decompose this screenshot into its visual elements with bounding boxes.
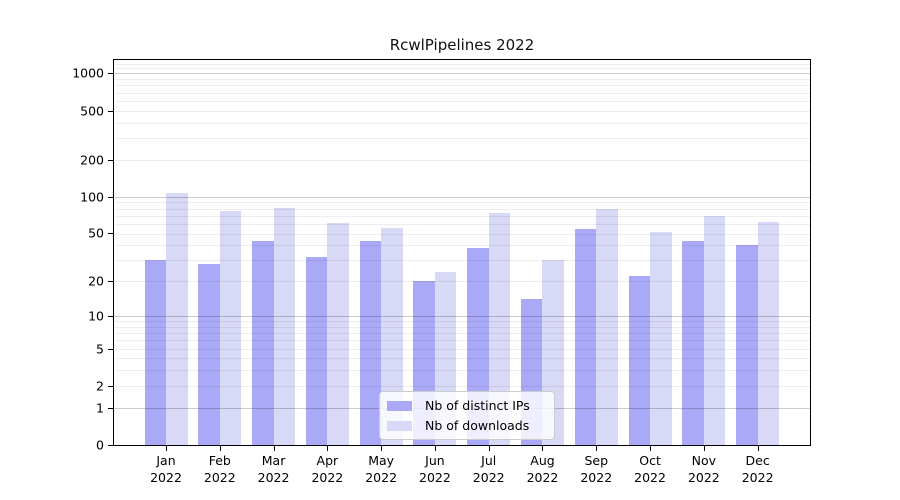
bar-distinct-ips-apr <box>305 256 328 445</box>
y-tick-label-100: 100 <box>80 189 104 205</box>
gridline-y-800 <box>114 85 810 87</box>
x-tick-label-aug: Aug 2022 <box>526 453 559 485</box>
y-tick-label-500: 500 <box>80 103 104 119</box>
y-tick-label-50: 50 <box>88 225 104 241</box>
bar-distinct-ips-may <box>359 241 382 445</box>
gridline-y-1000 <box>114 73 810 75</box>
x-tick-label-feb: Feb 2022 <box>203 453 236 485</box>
bar-downloads-feb <box>219 211 242 445</box>
y-tick-mark-100 <box>108 196 113 198</box>
x-tick-mark-aug <box>542 446 544 451</box>
y-tick-label-1000: 1000 <box>72 65 104 81</box>
bar-distinct-ips-oct <box>628 276 651 445</box>
y-tick-label-20: 20 <box>88 273 104 289</box>
x-tick-label-mar: Mar 2022 <box>257 453 290 485</box>
legend-label-distinct-ips: Nb of distinct IPs <box>425 398 530 413</box>
bar-downloads-apr <box>327 223 349 445</box>
plot-area: Nb of distinct IPs Nb of downloads <box>113 59 811 446</box>
legend-label-downloads: Nb of downloads <box>425 418 530 433</box>
bar-downloads-dec <box>757 222 780 445</box>
bar-distinct-ips-jan <box>144 260 166 445</box>
y-tick-label-10: 10 <box>88 308 104 324</box>
bar-downloads-may <box>381 227 403 445</box>
bar-distinct-ips-dec <box>736 245 758 445</box>
gridline-y-100 <box>114 196 810 198</box>
x-tick-mark-apr <box>327 446 329 451</box>
y-tick-label-2: 2 <box>96 378 104 394</box>
gridline-y-90 <box>114 202 810 204</box>
y-tick-mark-20 <box>108 281 113 283</box>
bar-downloads-sep <box>596 209 618 445</box>
x-tick-mark-may <box>381 446 383 451</box>
y-tick-mark-5 <box>108 348 113 350</box>
y-tick-label-5: 5 <box>96 341 104 357</box>
x-tick-mark-sep <box>596 446 598 451</box>
legend-item-downloads: Nb of downloads <box>387 418 554 433</box>
y-tick-mark-10 <box>108 315 113 317</box>
gridline-y-600 <box>114 100 810 102</box>
x-tick-label-jul: Jul 2022 <box>472 453 505 485</box>
bar-distinct-ips-nov <box>682 241 704 445</box>
legend-swatch-distinct-ips <box>387 400 412 411</box>
y-tick-mark-200 <box>108 159 113 161</box>
gridline-y-80 <box>114 208 810 210</box>
gridline-y-400 <box>114 122 810 124</box>
chart-title: RcwlPipelines 2022 <box>389 36 535 54</box>
x-tick-mark-jan <box>166 446 167 451</box>
y-tick-mark-2 <box>108 385 113 387</box>
x-tick-label-nov: Nov 2022 <box>687 453 720 485</box>
legend-item-distinct-ips: Nb of distinct IPs <box>387 398 554 413</box>
x-tick-label-oct: Oct 2022 <box>634 453 666 485</box>
x-tick-label-dec: Dec 2022 <box>741 453 774 485</box>
gridline-y-300 <box>114 138 810 139</box>
bar-downloads-jan <box>166 192 188 445</box>
bar-downloads-nov <box>703 215 726 445</box>
gridline-y-1200 <box>114 63 810 65</box>
x-tick-label-jan: Jan 2022 <box>150 453 182 485</box>
gridline-y-500 <box>114 110 810 112</box>
x-tick-label-may: May 2022 <box>365 453 398 485</box>
y-tick-mark-1 <box>108 407 113 409</box>
bar-distinct-ips-mar <box>252 241 274 445</box>
legend-swatch-downloads <box>387 420 412 431</box>
gridline-y-900 <box>114 79 810 80</box>
bar-downloads-oct <box>650 232 672 445</box>
y-tick-mark-1000 <box>108 73 113 75</box>
x-tick-mark-mar <box>273 446 275 451</box>
legend: Nb of distinct IPs Nb of downloads <box>379 391 555 440</box>
x-tick-mark-dec <box>757 446 759 451</box>
x-tick-label-apr: Apr 2022 <box>311 453 344 485</box>
x-tick-mark-nov <box>703 446 705 451</box>
bar-distinct-ips-sep <box>574 229 597 445</box>
y-tick-mark-500 <box>108 110 113 112</box>
gridline-y-1100 <box>114 68 810 70</box>
y-tick-mark-50 <box>108 233 113 235</box>
x-tick-mark-oct <box>650 446 652 451</box>
y-tick-label-1: 1 <box>96 400 104 416</box>
x-tick-mark-feb <box>219 446 221 451</box>
y-tick-label-200: 200 <box>80 152 104 168</box>
x-tick-label-sep: Sep 2022 <box>580 453 613 485</box>
x-tick-label-jun: Jun 2022 <box>419 453 451 485</box>
gridline-y-700 <box>114 92 810 94</box>
bar-distinct-ips-feb <box>198 263 220 445</box>
gridline-y-200 <box>114 159 810 161</box>
bar-downloads-jul <box>488 212 511 445</box>
y-tick-mark-0 <box>108 445 113 446</box>
x-tick-mark-jun <box>434 446 436 451</box>
bar-downloads-mar <box>273 207 296 445</box>
y-tick-label-0: 0 <box>96 437 104 453</box>
x-tick-mark-jul <box>488 446 490 451</box>
